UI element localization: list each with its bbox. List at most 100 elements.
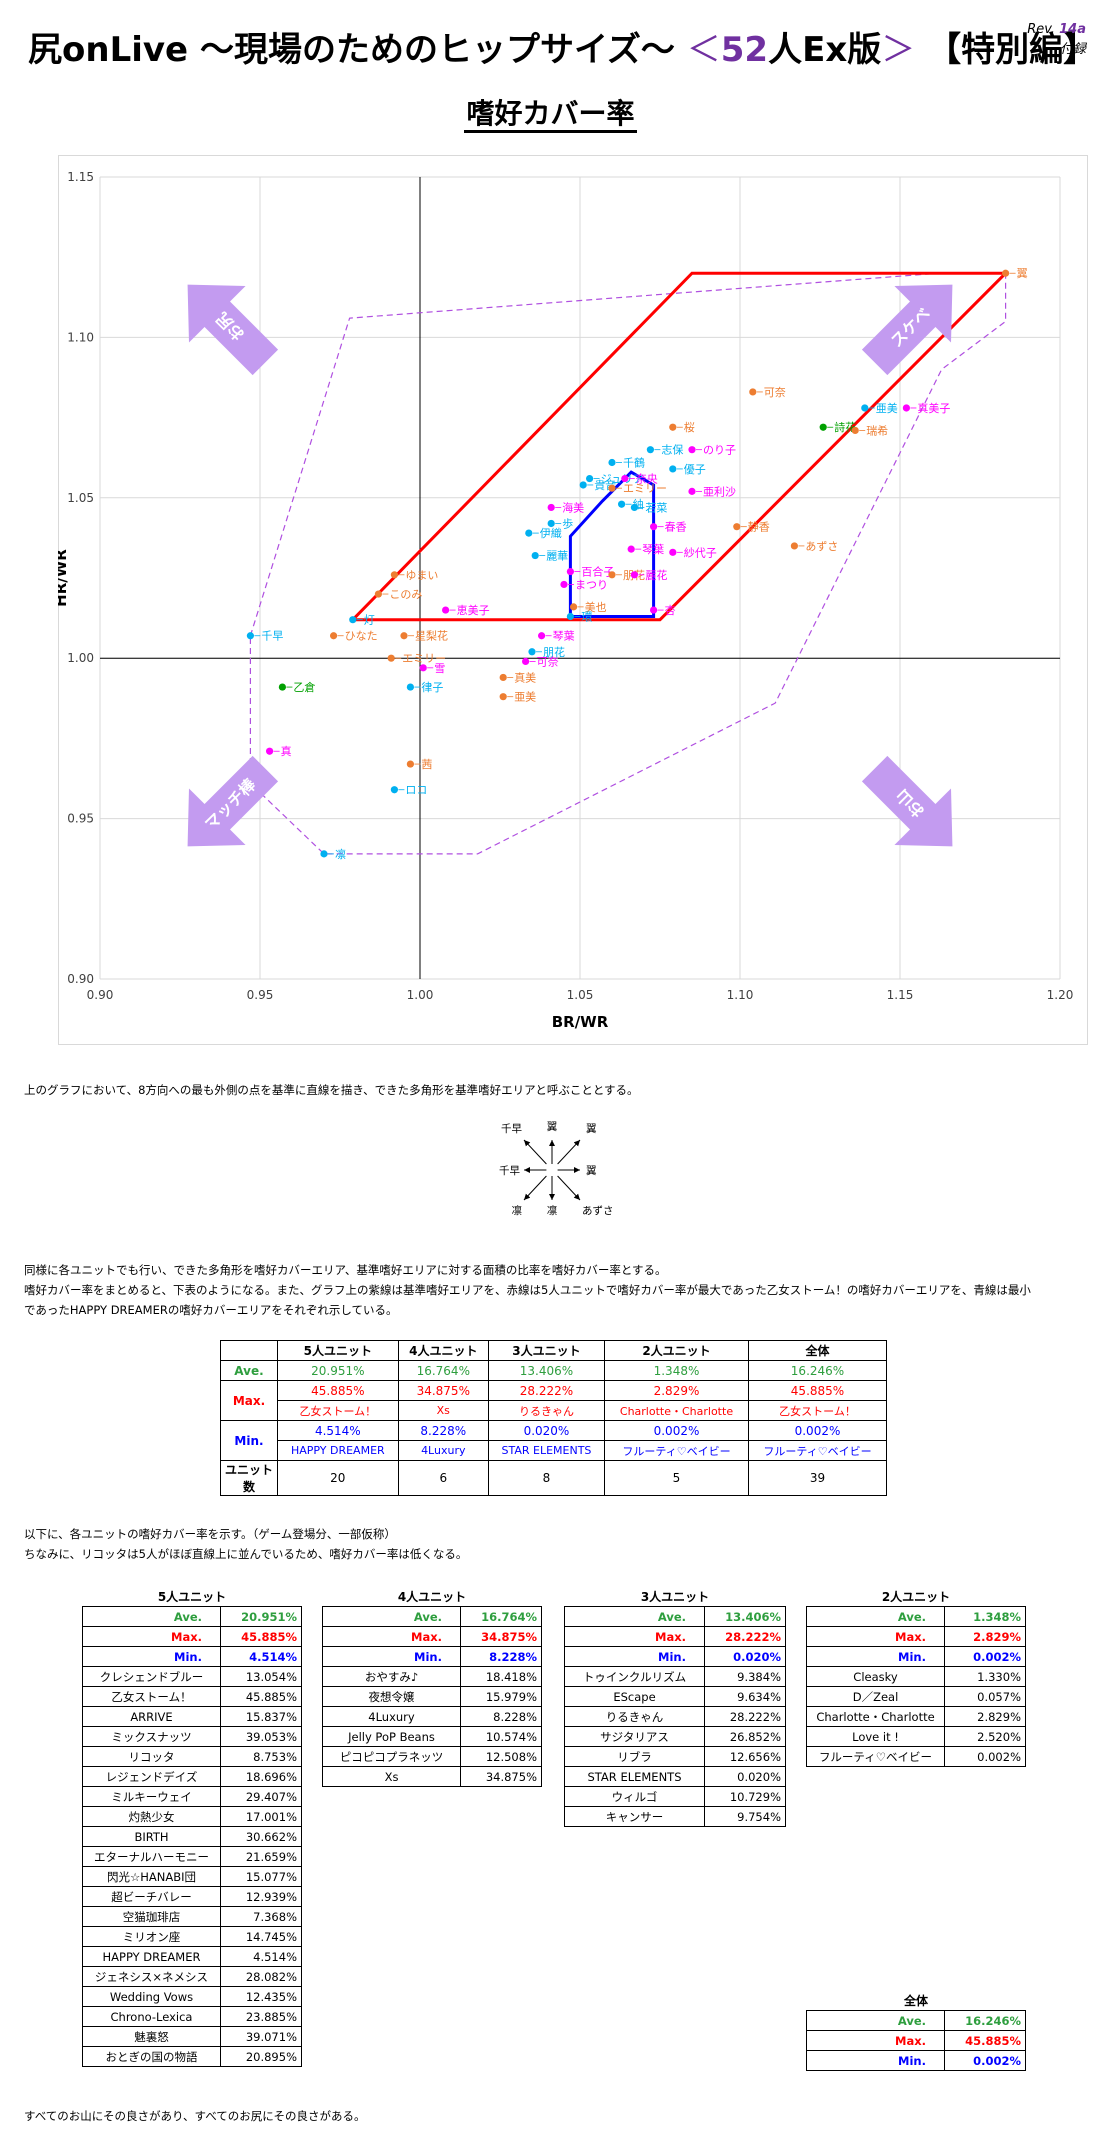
unit-row: 夜想令嬢 15.979% (322, 1686, 542, 1707)
chart-title: 嗜好カバー率 (464, 97, 637, 133)
unit-value: 0.002% (944, 1746, 1026, 1767)
unit-value: 8.753% (220, 1746, 302, 1767)
unit-value: 15.077% (220, 1866, 302, 1887)
summary-min-name: HAPPY DREAMER (277, 1440, 399, 1461)
summary-min-value: 0.002% (747, 1420, 888, 1441)
unit-stat-label: Max. (82, 1626, 221, 1647)
summary-count-row: ユニット数 20 6 8 5 39 (220, 1460, 888, 1496)
data-point (560, 580, 568, 589)
unit-row: ピコピコプラネッツ 12.508% (322, 1746, 542, 1767)
x-tick-label: 1.10 (727, 988, 754, 1002)
unit-value: 12.435% (220, 1986, 302, 2007)
unit-value: 2.829% (944, 1706, 1026, 1727)
data-point-label: 桜 (684, 420, 695, 434)
unit-value: 17.001% (220, 1806, 302, 1827)
unit5-table: 5人ユニット Ave. 20.951% Max. 45.885% Min. 4.514% クレ… (82, 1588, 302, 2067)
data-point-label: エミリー (402, 652, 446, 665)
compass-label-s: 凛 (547, 1204, 558, 1217)
data-point (790, 542, 799, 550)
data-point-label: 亜美 (876, 402, 898, 415)
unit-row: トゥインクルリズム 9.384% (564, 1666, 786, 1687)
unit-table-title: 5人ユニット (157, 1590, 227, 1604)
unit-name: Wedding Vows (82, 1986, 221, 2007)
paragraph-coverage: 同様に各ユニットでも行い、できた多角形を嗜好カバーエリア、基準嗜好エリアに対する… (24, 1260, 1031, 1320)
unit-row: サジタリアス 26.852% (564, 1726, 786, 1747)
unit-name: フルーティ♡ベイビー (806, 1746, 945, 1767)
direction-arrow-shape (861, 755, 953, 847)
data-point-label: 百合子 (581, 565, 614, 579)
data-point-label: あずさ (805, 540, 838, 553)
unit-stat-row-min: Min. 0.002% (806, 1646, 1026, 1667)
unit3-table: 3人ユニット Ave. 13.406% Max. 28.222% Min. 0.020% トゥ… (564, 1588, 786, 1827)
unit-name: ミルキーウェイ (82, 1786, 221, 1807)
unit-table-title: 2人ユニット (881, 1590, 951, 1604)
summary-count-label: ユニット数 (220, 1460, 278, 1496)
unit-stat-row-max: Max. 45.885% (82, 1626, 302, 1647)
unit-value: 15.979% (460, 1686, 542, 1707)
unit-name: 魅裏怒 (82, 2026, 221, 2047)
data-point-label: まつり (575, 578, 608, 591)
unit-value: 28.222% (704, 1706, 786, 1727)
data-point (608, 484, 616, 492)
data-point-label: 可奈 (537, 654, 559, 668)
unit-value: 20.895% (220, 2046, 302, 2067)
unit-name: 4Luxury (322, 1706, 461, 1727)
unit-value: 21.659% (220, 1846, 302, 1867)
unit-stat-value: 45.885% (944, 2030, 1026, 2051)
unit-row: キャンサー 9.754% (564, 1806, 786, 1827)
unit-name: りるきゃん (564, 1706, 705, 1727)
summary-max-name: Xs (397, 1400, 489, 1421)
data-point (630, 503, 639, 512)
summary-table: 5人ユニット 4人ユニット 3人ユニット 2人ユニット 全体 Ave. 20.9… (220, 1340, 888, 1496)
summary-col-header: 4人ユニット (397, 1340, 489, 1361)
unit-name: ジェネシス×ネメシス (82, 1966, 221, 1987)
summary-ave-label: Ave. (220, 1360, 278, 1381)
unit-row: リコッタ 8.753% (82, 1746, 302, 1767)
unit-stat-row-max: Max. 2.829% (806, 1626, 1026, 1647)
data-point (688, 487, 696, 495)
data-point (266, 747, 274, 755)
data-point (608, 571, 616, 579)
rev-label: Rev. (1027, 22, 1055, 37)
unit-name: おとぎの国の物語 (82, 2046, 221, 2067)
unit-value: 39.053% (220, 1726, 302, 1747)
compass-arrow-se (557, 1175, 581, 1201)
data-point (547, 519, 555, 528)
page-header: 尻onLive ～現場のためのヒップサイズ～ ＜52人Ex版＞ 【特別編】 (28, 22, 1097, 71)
unit-stat-value: 45.885% (220, 1626, 302, 1647)
summary-col-header: 全体 (747, 1340, 888, 1361)
data-point-label: 麗華 (546, 550, 568, 563)
header-bracket-open: ＜ (686, 30, 721, 70)
data-point-label: 琴葉 (642, 542, 664, 556)
y-tick-label: 0.90 (67, 972, 94, 986)
summary-corner (220, 1340, 278, 1361)
unit-stat-label: Min. (564, 1646, 705, 1667)
y-tick-label: 1.05 (67, 491, 94, 505)
data-point-label: 可奈 (764, 385, 786, 399)
unit-name: ピコピコプラネッツ (322, 1746, 461, 1767)
unit-name: Chrono-Lexica (82, 2006, 221, 2027)
data-point-label: 翼 (1017, 267, 1028, 280)
data-point-label: 灯 (364, 614, 375, 627)
unit-name: 閃光☆HANABI団 (82, 1866, 221, 1887)
unit-value: 10.574% (460, 1726, 542, 1747)
direction-arrow: お山 (861, 755, 953, 847)
summary-ave-value: 1.348% (604, 1360, 749, 1381)
x-tick-label: 0.95 (247, 988, 274, 1002)
summary-max-value: 2.829% (604, 1380, 749, 1401)
unit-value: 13.054% (220, 1666, 302, 1687)
data-point-label: 海美 (562, 500, 584, 514)
unit-name: Cleasky (806, 1666, 945, 1687)
unit-name: BIRTH (82, 1826, 221, 1847)
summary-min-name: フルーティ♡ベイビー (747, 1440, 888, 1461)
data-point-label: 恵美子 (457, 603, 490, 617)
unit-table-title: 4人ユニット (397, 1590, 467, 1604)
unit-stat-label: Min. (322, 1646, 461, 1667)
data-point (387, 654, 395, 662)
data-point (627, 545, 635, 553)
unit-stat-label: Max. (322, 1626, 461, 1647)
unit-value: 14.745% (220, 1926, 302, 1947)
unit-value: 1.330% (944, 1666, 1026, 1687)
scatter-chart: 0.90 0.95 1.00 1.05 1.10 1.15 1.20 0.90 0.95 1.00… (58, 155, 1088, 1045)
paragraph-unit-list-line: 以下に、各ユニットの嗜好カバー率を示す。（ゲーム登場分、一部仮称） (24, 1527, 396, 1541)
